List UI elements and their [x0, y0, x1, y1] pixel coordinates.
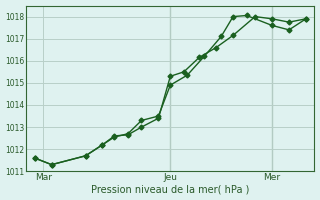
X-axis label: Pression niveau de la mer( hPa ): Pression niveau de la mer( hPa ) — [91, 184, 250, 194]
